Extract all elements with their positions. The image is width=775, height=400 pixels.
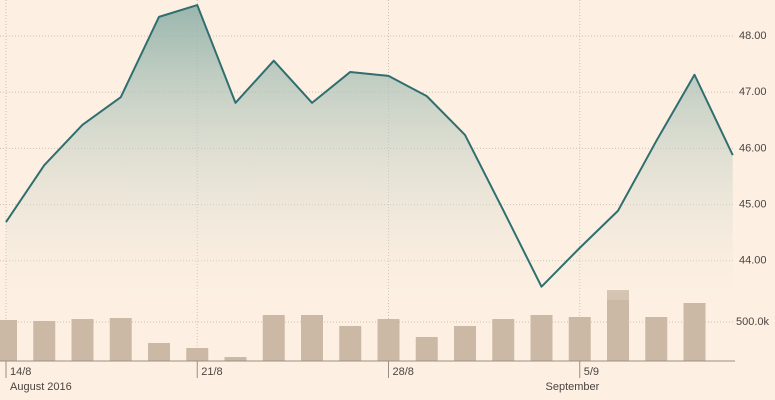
volume-bar bbox=[339, 325, 362, 361]
volume-bar bbox=[568, 317, 591, 361]
volume-bar bbox=[224, 357, 247, 361]
x-tick-label: 14/8 bbox=[10, 366, 31, 378]
y-tick-label: 48.00 bbox=[739, 30, 767, 42]
volume-bar bbox=[415, 336, 438, 361]
volume-bar bbox=[0, 319, 17, 361]
price-line bbox=[5, 4, 734, 288]
x-tick-label: 5/9 bbox=[584, 366, 599, 378]
period-label: August 2016 bbox=[10, 381, 72, 393]
volume-bar bbox=[33, 320, 56, 361]
y-tick-label: 500.0k bbox=[736, 316, 770, 328]
volume-bar bbox=[683, 302, 706, 361]
volume-bar bbox=[530, 314, 553, 361]
volume-bar bbox=[645, 317, 668, 361]
volume-bar bbox=[148, 342, 170, 361]
volume-bar bbox=[109, 318, 132, 361]
volume-bar bbox=[186, 347, 209, 361]
volume-bar bbox=[607, 290, 629, 361]
y-tick-label: 45.00 bbox=[739, 198, 767, 210]
volume-bar bbox=[301, 314, 323, 361]
y-tick-label: 44.00 bbox=[739, 255, 767, 267]
y-tick-label: 47.00 bbox=[739, 86, 767, 98]
volume-bar bbox=[492, 319, 515, 361]
period-label: September bbox=[546, 381, 600, 393]
y-tick-label: 46.00 bbox=[739, 142, 767, 154]
x-tick-label: 21/8 bbox=[201, 366, 222, 378]
volume-bar bbox=[71, 319, 94, 361]
x-tick-label: 28/8 bbox=[393, 366, 414, 378]
volume-bar bbox=[454, 325, 476, 361]
area-fill bbox=[6, 5, 733, 301]
volume-bar bbox=[262, 314, 285, 361]
volume-bar bbox=[377, 319, 400, 361]
